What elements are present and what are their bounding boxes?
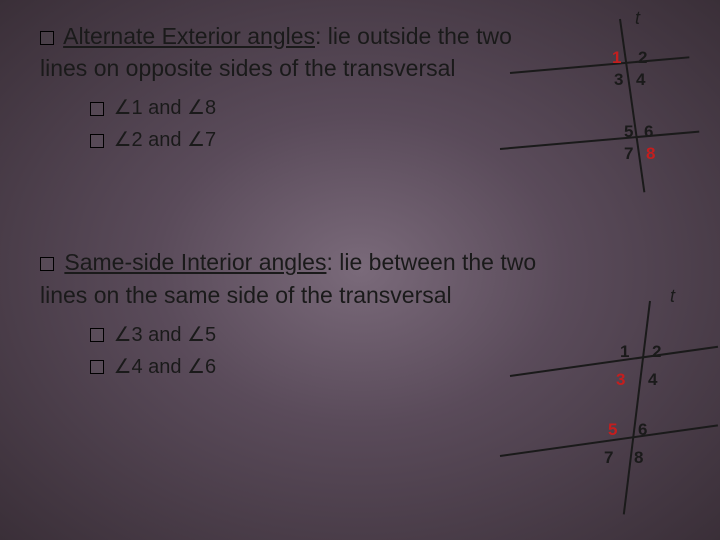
angle-num: 1 <box>132 97 143 119</box>
angle-icon: ∠ <box>114 97 132 119</box>
angle-label-4: 4 <box>648 370 657 390</box>
angle-label-5: 5 <box>608 420 617 440</box>
term-2: Same-side Interior angles <box>64 249 326 275</box>
pair-conj: and <box>143 356 187 378</box>
bullet-icon <box>90 134 104 148</box>
angle-label-5: 5 <box>624 122 633 142</box>
angle-icon: ∠ <box>187 356 205 378</box>
angle-label-4: 4 <box>636 70 645 90</box>
slide: Alternate Exterior angles: lie outside t… <box>0 0 720 540</box>
transversal-label: t <box>635 8 640 29</box>
angle-num: 6 <box>205 356 216 378</box>
transversal-line <box>619 19 645 193</box>
angle-label-3: 3 <box>616 370 625 390</box>
pair-conj: and <box>143 97 187 119</box>
transversal-line <box>623 301 651 515</box>
bullet-icon <box>40 257 54 271</box>
angle-num: 7 <box>205 129 216 151</box>
angle-icon: ∠ <box>187 324 205 346</box>
angle-icon: ∠ <box>187 97 205 119</box>
parallel-line-1 <box>510 346 718 377</box>
angle-icon: ∠ <box>114 324 132 346</box>
angle-icon: ∠ <box>187 129 205 151</box>
angle-num: 4 <box>132 356 143 378</box>
diagram-2: t 1 2 3 4 5 6 7 8 <box>520 290 710 510</box>
angle-label-2: 2 <box>638 48 647 68</box>
term-1: Alternate Exterior angles <box>63 23 315 49</box>
angle-num: 3 <box>132 324 143 346</box>
parallel-line-2 <box>500 131 699 150</box>
angle-num: 8 <box>205 97 216 119</box>
parallel-line-1 <box>510 56 689 74</box>
angle-num: 2 <box>132 129 143 151</box>
diagram-1: t 1 2 3 4 5 6 7 8 <box>520 10 700 190</box>
pair-conj: and <box>143 129 187 151</box>
angle-label-3: 3 <box>614 70 623 90</box>
angle-label-2: 2 <box>652 342 661 362</box>
bullet-icon <box>90 328 104 342</box>
angle-label-1: 1 <box>612 48 621 68</box>
definition-2: Same-side Interior angles: lie between t… <box>40 246 580 310</box>
angle-label-6: 6 <box>638 420 647 440</box>
angle-num: 5 <box>205 324 216 346</box>
pair-conj: and <box>143 324 187 346</box>
angle-icon: ∠ <box>114 356 132 378</box>
bullet-icon <box>40 31 54 45</box>
angle-label-8: 8 <box>646 144 655 164</box>
transversal-label: t <box>670 286 675 307</box>
angle-label-7: 7 <box>604 448 613 468</box>
bullet-icon <box>90 102 104 116</box>
angle-label-1: 1 <box>620 342 629 362</box>
angle-label-7: 7 <box>624 144 633 164</box>
angle-icon: ∠ <box>114 129 132 151</box>
bullet-icon <box>90 360 104 374</box>
angle-label-6: 6 <box>644 122 653 142</box>
angle-label-8: 8 <box>634 448 643 468</box>
definition-1: Alternate Exterior angles: lie outside t… <box>40 20 550 84</box>
